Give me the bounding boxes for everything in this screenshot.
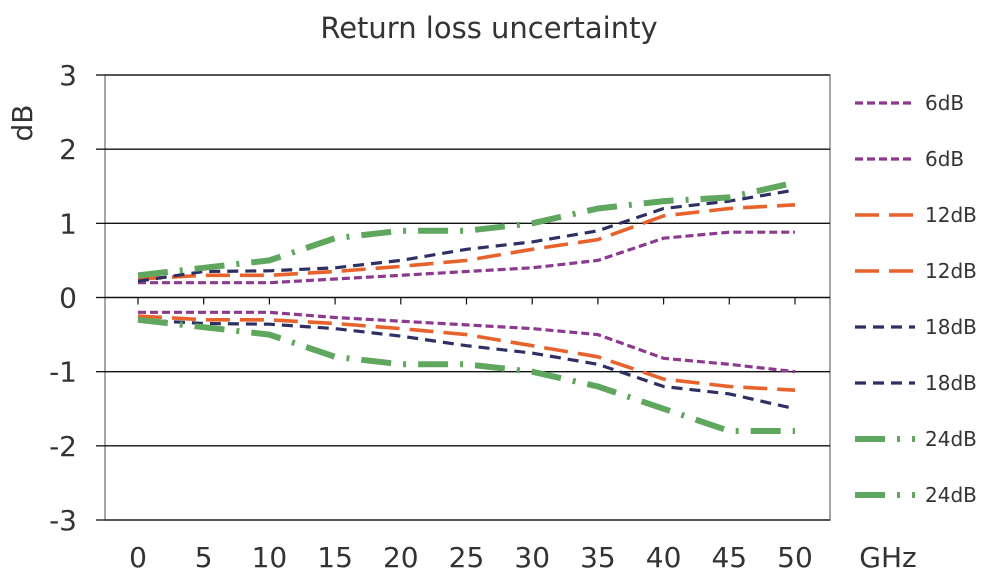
legend-entry-1: 6dB: [925, 147, 964, 171]
legend-entry-5: 18dB: [925, 371, 977, 395]
x-tick-label: 30: [514, 541, 550, 574]
series-line-1: [138, 310, 796, 374]
x-tick-labels: 0 5 10 15 20 25 30 35 40 45 50: [129, 541, 813, 574]
y-tick-label: 3: [59, 59, 77, 92]
legend: 6dB 6dB 12dB 12dB 18dB 18dB 24dB 24dB: [855, 91, 977, 507]
series-line-7: [137, 316, 795, 434]
legend-entry-4: 18dB: [925, 315, 977, 339]
x-tick-label: 45: [711, 541, 747, 574]
legend-entry-6: 24dB: [925, 427, 977, 451]
series-line-5: [137, 318, 796, 411]
legend-entry-3: 12dB: [925, 259, 977, 283]
y-tick-labels: 3 2 1 0 -1 -2 -3: [49, 59, 77, 537]
x-tick-label: 10: [252, 541, 288, 574]
y-tick-label: -1: [49, 356, 77, 389]
y-tick-label: 0: [59, 282, 77, 315]
y-tick-label: -2: [49, 430, 77, 463]
x-tick-label: 0: [129, 541, 147, 574]
x-tick-label: 15: [317, 541, 353, 574]
x-tick-label: 20: [383, 541, 419, 574]
legend-entry-7: 24dB: [925, 483, 977, 507]
series-line-3: [137, 314, 796, 392]
x-tick-label: 50: [777, 541, 813, 574]
series-line-2: [137, 203, 796, 281]
x-tick-label: 35: [580, 541, 616, 574]
series-line-4: [137, 188, 796, 283]
series-line-0: [138, 230, 795, 285]
legend-entry-0: 6dB: [925, 91, 964, 115]
x-tick-label: 25: [449, 541, 485, 574]
y-tick-label: -3: [49, 504, 77, 537]
grid-layer: [96, 74, 831, 521]
legend-entry-2: 12dB: [925, 203, 977, 227]
y-axis-label: dB: [6, 105, 39, 142]
x-tick-label: 5: [195, 541, 213, 574]
series-layer: [137, 179, 796, 434]
x-tick-label: 40: [646, 541, 682, 574]
y-tick-label: 2: [59, 133, 77, 166]
chart-title: Return loss uncertainty: [320, 11, 657, 45]
x-axis-label: GHz: [859, 541, 916, 574]
y-tick-label: 1: [59, 207, 77, 240]
